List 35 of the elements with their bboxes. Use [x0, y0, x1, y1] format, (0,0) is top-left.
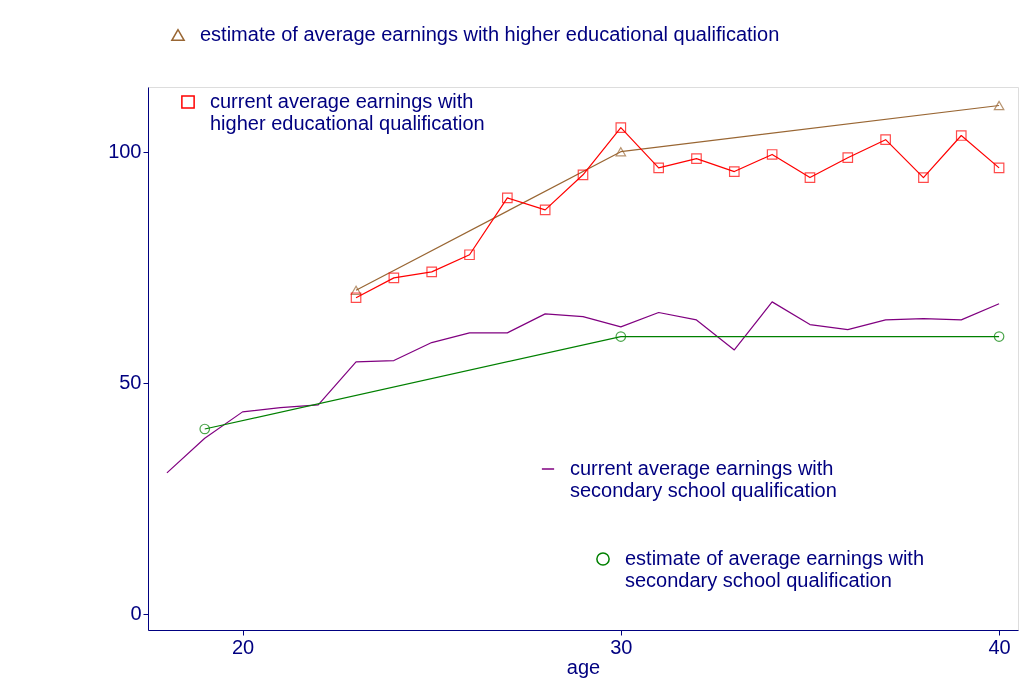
legend-label: current average earnings with secondary school qualification: [570, 457, 837, 501]
point: [728, 166, 740, 177]
point: [955, 130, 967, 141]
point: [577, 169, 589, 181]
point: [350, 285, 362, 296]
point: [691, 153, 702, 164]
point: [993, 162, 1005, 174]
point: [993, 331, 1005, 342]
point: [350, 292, 362, 304]
point: [766, 149, 778, 160]
x-tick-label: 30: [610, 635, 633, 658]
x-tick-label: 40: [988, 635, 1011, 658]
x-tick-label: 20: [231, 635, 255, 658]
x-axis-title: age: [566, 655, 601, 678]
legend-label: current average earnings with higher educational qualification: [210, 90, 485, 134]
y-tick-label: 100: [108, 140, 142, 163]
point: [199, 423, 211, 435]
y-tick-label: 0: [130, 602, 142, 625]
point: [842, 152, 854, 164]
point: [502, 192, 513, 204]
point: [388, 272, 400, 284]
point: [993, 100, 1005, 111]
point: [615, 146, 627, 157]
point: [804, 172, 816, 183]
point: [918, 172, 929, 183]
legend-label: estimate of average earnings with secondary school qualification: [625, 547, 925, 591]
legend-label: estimate of average earnings with higher educational qualification: [200, 23, 780, 45]
point: [464, 249, 475, 261]
point: [880, 134, 891, 146]
point: [653, 162, 664, 174]
point: [615, 331, 627, 342]
point: [539, 204, 551, 216]
y-tick-label: 50: [119, 371, 142, 394]
point: [426, 266, 438, 278]
point: [615, 122, 627, 134]
